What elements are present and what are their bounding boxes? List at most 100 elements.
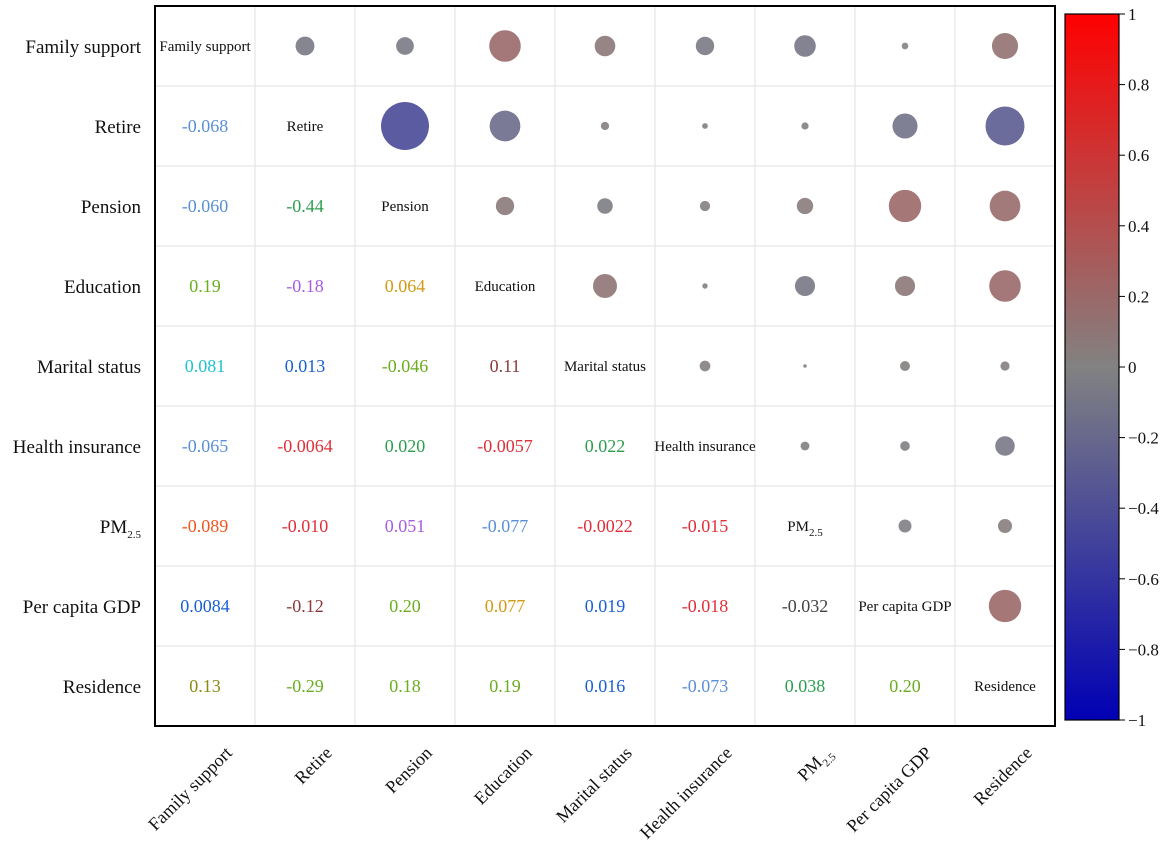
correlation-value: -0.12 <box>286 596 324 616</box>
correlation-circle <box>995 436 1015 456</box>
color-scale-tick-label: 0.8 <box>1128 76 1149 95</box>
column-label-family-support: Family support <box>144 743 236 835</box>
row-label-pension: Pension <box>81 197 142 218</box>
column-label-per-capita-gdp: Per capita GDP <box>843 743 936 836</box>
color-scale-tick-label: 1 <box>1128 5 1137 24</box>
correlation-circle <box>989 190 1021 222</box>
correlation-value: -0.0022 <box>577 516 633 536</box>
diagonal-label-retire: Retire <box>287 119 324 135</box>
correlation-value: -0.0064 <box>277 436 333 456</box>
diagonal-label-pm: PM2.5 <box>787 519 823 539</box>
color-scale-tick-label: 0 <box>1128 358 1137 377</box>
column-label-retire: Retire <box>291 743 336 788</box>
correlation-circle <box>489 30 521 62</box>
correlation-circle <box>991 32 1019 60</box>
diagonal-label-residence: Residence <box>974 679 1036 695</box>
color-scale-tick-label: −0.8 <box>1128 640 1159 659</box>
correlation-circle <box>794 35 816 57</box>
correlation-value: -0.065 <box>182 436 229 456</box>
correlation-value: -0.060 <box>182 196 229 216</box>
correlation-value: -0.18 <box>286 276 324 296</box>
correlation-value: -0.032 <box>782 596 829 616</box>
correlation-circle <box>989 270 1021 302</box>
correlation-circle <box>699 200 711 212</box>
diagonal-label-health-insurance: Health insurance <box>654 439 756 455</box>
row-label-marital-status: Marital status <box>37 357 141 378</box>
color-scale-tick-label: −0.2 <box>1128 429 1159 448</box>
correlation-circle <box>699 360 711 372</box>
correlation-value: 0.18 <box>389 676 421 696</box>
correlation-value: 0.11 <box>490 356 521 376</box>
row-label-pm: PM2.5 <box>100 517 142 541</box>
correlation-circle <box>985 106 1025 146</box>
correlation-circle <box>600 121 610 131</box>
correlation-circle <box>988 589 1022 623</box>
correlation-circle <box>295 36 315 56</box>
color-scale-bar: 1 0.8 0.6 0.4 0.2 0 −0.2 −0.4 −0.6 −0.8 −1 <box>1064 5 1159 730</box>
correlation-value: 0.19 <box>189 276 221 296</box>
row-label-per-capita-gdp: Per capita GDP <box>23 597 141 618</box>
correlation-value: 0.022 <box>585 436 626 456</box>
correlation-circle <box>901 42 909 50</box>
color-scale-tick-label: 0.6 <box>1128 146 1149 165</box>
correlation-circle <box>695 36 715 56</box>
correlation-circle <box>597 198 613 214</box>
correlation-circle <box>794 275 816 297</box>
column-label-marital-status: Marital status <box>552 743 636 827</box>
correlation-value: 0.20 <box>889 676 921 696</box>
correlation-circle <box>702 123 708 129</box>
correlation-value: 0.051 <box>385 516 426 536</box>
column-labels: Family support Retire Pension Education Mari… <box>144 742 1036 843</box>
column-label-education: Education <box>470 743 536 809</box>
column-label-pm: PM2.5 <box>794 742 839 787</box>
correlation-circle <box>594 35 616 57</box>
correlation-circle <box>888 189 922 223</box>
color-scale-tick-label: −1 <box>1128 711 1146 730</box>
correlation-circle <box>898 519 912 533</box>
correlation-value: 0.081 <box>185 356 226 376</box>
correlation-circle <box>892 113 918 139</box>
correlation-circle <box>396 37 414 55</box>
correlation-value: -0.44 <box>286 196 324 216</box>
correlation-value: -0.0057 <box>477 436 533 456</box>
correlation-value: 0.077 <box>485 596 526 616</box>
row-label-residence: Residence <box>63 677 141 698</box>
correlation-circle <box>997 518 1013 534</box>
correlation-value: -0.073 <box>682 676 729 696</box>
correlation-circle <box>800 441 810 451</box>
row-labels: Family support Retire Pension Education Mari… <box>13 37 142 698</box>
correlation-circle <box>900 361 910 371</box>
color-scale-tick-label: 0.2 <box>1128 287 1149 306</box>
correlation-value: -0.077 <box>482 516 529 536</box>
row-label-education: Education <box>64 277 142 298</box>
correlation-value: 0.0084 <box>180 596 230 616</box>
diagonal-label-education: Education <box>475 279 536 295</box>
correlation-value: -0.018 <box>682 596 729 616</box>
correlation-circle <box>489 110 521 142</box>
correlation-value: 0.13 <box>189 676 221 696</box>
correlation-circle <box>702 283 708 289</box>
correlation-value: 0.016 <box>585 676 626 696</box>
correlation-circle <box>801 122 809 130</box>
correlation-value: 0.20 <box>389 596 421 616</box>
row-label-family-support: Family support <box>25 37 141 58</box>
correlation-circle <box>381 102 429 150</box>
correlation-circle <box>803 364 807 368</box>
diagonal-label-family-support: Family support <box>159 39 251 55</box>
correlation-value: -0.046 <box>382 356 429 376</box>
correlation-circle <box>1000 361 1010 371</box>
correlation-value: -0.089 <box>182 516 229 536</box>
correlation-value: 0.064 <box>385 276 426 296</box>
correlation-circle <box>796 197 814 215</box>
correlation-circle <box>495 196 515 216</box>
column-label-residence: Residence <box>969 743 1035 809</box>
column-label-health-insurance: Health insurance <box>636 743 736 843</box>
color-scale-gradient <box>1064 13 1120 721</box>
correlation-value: 0.038 <box>785 676 826 696</box>
correlation-value: 0.019 <box>585 596 626 616</box>
matrix-grid <box>155 6 1055 726</box>
matrix-frame <box>154 5 1056 727</box>
correlation-value: -0.068 <box>182 116 229 136</box>
row-label-health-insurance: Health insurance <box>13 437 141 458</box>
